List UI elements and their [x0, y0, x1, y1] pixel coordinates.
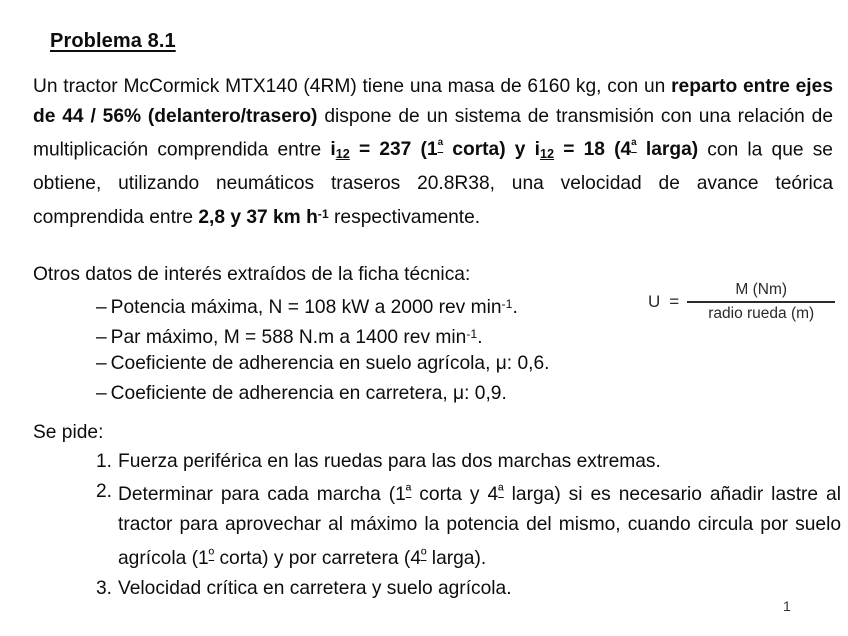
item-number: 3. — [96, 577, 113, 599]
page-title: Problema 8.1 — [50, 30, 176, 52]
intro-segment-plain-1: Un tractor McCormick MTX140 (4RM) tiene … — [33, 76, 672, 97]
formula-numerator: M (Nm) — [735, 281, 788, 298]
list-item: 3. Velocidad crítica en carretera y suel… — [96, 574, 841, 604]
item-number: 1. — [96, 451, 113, 472]
ratio-symbol-i-1: i — [330, 139, 336, 161]
item2-part-a: Determinar para cada marcha (1 — [118, 484, 406, 506]
intro-paragraph: Un tractor McCormick MTX140 (4RM) tiene … — [33, 72, 833, 233]
list-item: 1. Fuerza periférica en las ruedas para … — [96, 447, 841, 477]
dash-item-exponent: -1 — [466, 327, 478, 341]
list-item: – Potencia máxima, N = 108 kW a 2000 rev … — [96, 289, 549, 319]
ratio-subscript-2: 12 — [539, 147, 555, 162]
intro-segment-plain-3: con la que se obtiene, utilizando neumát… — [33, 139, 833, 229]
intro-speed-bold: 2,8 y 37 km h-1 — [198, 207, 328, 228]
speed-unit-exponent: -1 — [317, 207, 329, 222]
item-text: Determinar para cada marcha (1ª corta y … — [118, 483, 841, 569]
ratio-symbol-i-2: i — [534, 139, 540, 161]
ratio-subscript-1: 12 — [335, 147, 350, 162]
item2-part-d: corta) y por carretera (4 — [214, 547, 421, 569]
se-pide-label: Se pide: — [33, 422, 104, 443]
force-formula: U = M (Nm) radio rueda (m) — [648, 281, 836, 323]
data-dash-list: – Potencia máxima, N = 108 kW a 2000 rev … — [96, 289, 549, 409]
dash-bullet: – — [96, 383, 107, 404]
dash-item-text: Coeficiente de adherencia en suelo agríc… — [110, 353, 550, 374]
formula-denominator: radio rueda (m) — [708, 304, 815, 322]
list-item: – Par máximo, M = 588 N.m a 1400 rev min-… — [96, 319, 549, 349]
dash-item-exponent: -1 — [501, 297, 513, 311]
list-item: – Coeficiente de adherencia en carretera,… — [96, 379, 549, 409]
ratio-value-1: = 237 (1 — [349, 139, 438, 161]
item2-part-b: corta y 4 — [411, 484, 499, 506]
otros-datos-label: Otros datos de interés extraídos de la f… — [33, 264, 471, 285]
questions-numbered-list: 1. Fuerza periférica en las ruedas para … — [96, 447, 841, 604]
ordinal-marker-1: ª — [437, 138, 444, 155]
ordinal-marker-2: ª — [631, 138, 637, 155]
item-text: Fuerza periférica en las ruedas para las… — [118, 451, 661, 472]
dash-bullet: – — [96, 297, 107, 319]
item-text: Velocidad crítica en carretera y suelo a… — [118, 577, 512, 599]
dash-item-tail: . — [477, 327, 483, 349]
dash-item-text: Coeficiente de adherencia en carretera, … — [110, 383, 507, 404]
intro-segment-plain-2: dispone de un sistema de transmisión con… — [33, 106, 833, 161]
list-item: 2. Determinar para cada marcha (1ª corta… — [96, 477, 841, 574]
formula-symbol-u: U — [648, 291, 661, 311]
formula-fraction-bar — [687, 301, 836, 303]
ordinal-marker-3: ª — [405, 483, 412, 500]
ratio-value-2: = 18 (4 — [554, 139, 632, 161]
formula-fraction: M (Nm) radio rueda (m) — [687, 281, 836, 323]
intro-segment-bold-1: reparto entre ejes de 44 / 56% (delanter… — [33, 76, 833, 127]
formula-equals-sign: = — [669, 291, 680, 311]
dash-item-tail: . — [512, 297, 518, 319]
dash-bullet: – — [96, 327, 107, 349]
list-item: – Coeficiente de adherencia en suelo agrí… — [96, 349, 549, 379]
dash-bullet: – — [96, 353, 107, 374]
ratio-tail-1: corta) y — [443, 139, 535, 161]
ordinal-marker-6: º — [421, 546, 427, 564]
intro-ratio-first: i12 = 237 (1ª corta) y i12 = 18 (4ª larg… — [330, 138, 699, 162]
ordinal-marker-5: º — [208, 546, 215, 564]
ratio-tail-2: larga) — [636, 139, 699, 161]
dash-item-text: Potencia máxima, N = 108 kW a 2000 rev m… — [110, 297, 502, 319]
speed-value: 2,8 y 37 km h — [198, 207, 318, 229]
intro-segment-plain-4: respectivamente. — [328, 207, 481, 229]
page-number: 1 — [783, 598, 791, 614]
item2-part-c: larga) si es necesario añadir lastre al … — [118, 484, 841, 569]
item-number: 2. — [96, 481, 113, 502]
item2-part-e: larga). — [426, 547, 487, 569]
dash-item-text: Par máximo, M = 588 N.m a 1400 rev min — [110, 327, 467, 349]
ordinal-marker-4: ª — [498, 483, 504, 500]
